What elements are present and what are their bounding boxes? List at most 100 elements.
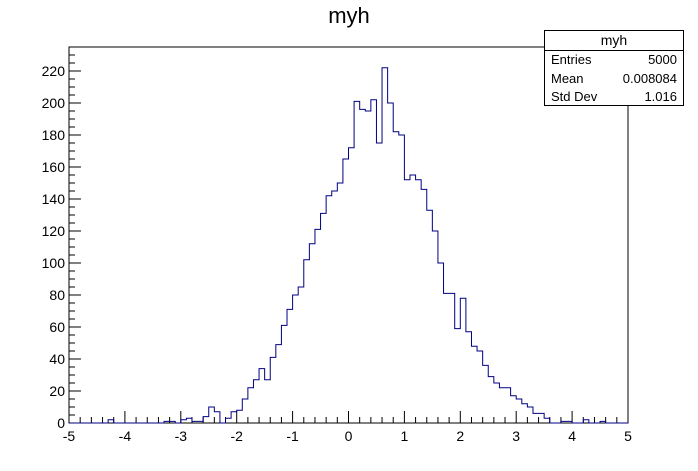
- histogram-bin: [354, 101, 360, 423]
- histogram-bin: [460, 298, 466, 423]
- histogram-bin: [376, 143, 382, 423]
- x-tick-label: -1: [286, 428, 299, 444]
- histogram-bin: [516, 399, 522, 423]
- histogram-bin: [293, 295, 299, 423]
- histogram-bin: [287, 309, 293, 423]
- histogram-bin: [432, 231, 438, 423]
- x-tick-label: 0: [345, 428, 353, 444]
- histogram-bin: [533, 413, 539, 423]
- histogram-bin: [371, 100, 377, 423]
- x-tick-label: -4: [119, 428, 132, 444]
- histogram-bin: [281, 325, 287, 423]
- y-tick-label: 60: [49, 319, 65, 335]
- stats-row-std-dev: Std Dev 1.016: [545, 88, 683, 107]
- histogram-bin: [309, 244, 315, 423]
- histogram-bin: [416, 180, 422, 423]
- histogram-bin: [186, 418, 192, 423]
- y-tick-label: 20: [49, 383, 65, 399]
- histogram-bin: [477, 351, 483, 423]
- histogram-bin: [527, 407, 533, 423]
- histogram-bin: [242, 399, 248, 423]
- histogram-bin: [393, 132, 399, 423]
- x-tick-label: 3: [512, 428, 520, 444]
- histogram-bin: [399, 135, 405, 423]
- histogram-bin: [488, 377, 494, 423]
- histogram-bin: [270, 357, 276, 423]
- histogram-bin: [511, 396, 517, 423]
- histogram-bin: [499, 388, 505, 423]
- histogram-bin: [332, 191, 338, 423]
- stats-value: 1.016: [644, 89, 677, 104]
- chart-title: myh: [328, 3, 370, 28]
- stats-row-mean: Mean 0.008084: [545, 70, 683, 89]
- y-tick-label: 0: [57, 415, 65, 431]
- histogram-bin: [248, 388, 254, 423]
- x-tick-label: -5: [63, 428, 76, 444]
- histogram-bin: [298, 287, 304, 423]
- histogram-bin: [382, 68, 388, 423]
- histogram-outline: [69, 67, 628, 424]
- x-tick-label: 1: [401, 428, 409, 444]
- y-tick-label: 180: [42, 127, 66, 143]
- x-tick-label: -3: [175, 428, 188, 444]
- histogram-bin: [365, 111, 371, 423]
- histogram-bin: [265, 380, 271, 423]
- stats-label: Entries: [551, 52, 592, 67]
- y-tick-label: 100: [42, 255, 66, 271]
- histogram-bin: [494, 383, 500, 423]
- x-tick-label: 5: [624, 428, 632, 444]
- stats-box-title: myh: [545, 31, 683, 51]
- x-tick-label: -2: [230, 428, 243, 444]
- histogram-bin: [483, 365, 489, 423]
- y-tick-label: 40: [49, 351, 65, 367]
- y-tick-label: 80: [49, 287, 65, 303]
- stats-box: myh Entries 5000 Mean 0.008084 Std Dev 1…: [544, 30, 684, 106]
- histogram-bin: [337, 183, 343, 423]
- histogram-bin: [276, 345, 282, 423]
- histogram-bin: [539, 413, 545, 423]
- y-tick-label: 200: [42, 95, 66, 111]
- histogram-bin: [544, 418, 550, 423]
- histogram-bin: [360, 109, 366, 423]
- histogram-bin: [427, 210, 433, 423]
- histogram-bin: [259, 369, 265, 423]
- histogram-bin: [349, 148, 355, 423]
- histogram-bin: [522, 404, 528, 423]
- histogram-bin: [209, 407, 215, 423]
- x-tick-label: 2: [456, 428, 464, 444]
- stats-label: Mean: [551, 70, 584, 86]
- stats-label: Std Dev: [551, 89, 598, 104]
- histogram-bin: [321, 213, 327, 423]
- histogram-bin: [421, 189, 427, 423]
- histogram-bin: [466, 332, 472, 423]
- stats-value: 5000: [648, 52, 677, 67]
- histogram-bin: [214, 412, 220, 423]
- stats-row-entries: Entries 5000: [545, 51, 683, 70]
- histogram-bin: [226, 418, 232, 423]
- histogram-bin: [455, 329, 461, 423]
- histogram-bin: [505, 388, 511, 423]
- histogram-bin: [471, 346, 477, 423]
- histogram-bin: [444, 293, 450, 423]
- histogram-bin: [410, 175, 416, 423]
- histogram-bins: [108, 68, 606, 423]
- histogram-bin: [304, 260, 310, 423]
- histogram-bin: [343, 159, 349, 423]
- y-tick-label: 160: [42, 159, 66, 175]
- y-tick-label: 120: [42, 223, 66, 239]
- histogram-bin: [315, 229, 321, 423]
- histogram-bin: [237, 410, 243, 423]
- y-tick-label: 140: [42, 191, 66, 207]
- histogram-bin: [404, 180, 410, 423]
- histogram-bin: [388, 103, 394, 423]
- x-tick-label: 4: [568, 428, 576, 444]
- histogram-bin: [326, 196, 332, 423]
- histogram-bin: [231, 412, 237, 423]
- histogram-bin: [253, 380, 259, 423]
- stats-value: 0.008084: [622, 70, 677, 86]
- y-tick-label: 220: [42, 63, 66, 79]
- histogram-bin: [203, 417, 209, 423]
- x-axis: -5 -4 -3 -2 -1 0 1 2 3 4 5: [63, 411, 632, 444]
- y-axis: 0 20 40 60 80 100 120 140 160 180 200 220: [42, 46, 81, 431]
